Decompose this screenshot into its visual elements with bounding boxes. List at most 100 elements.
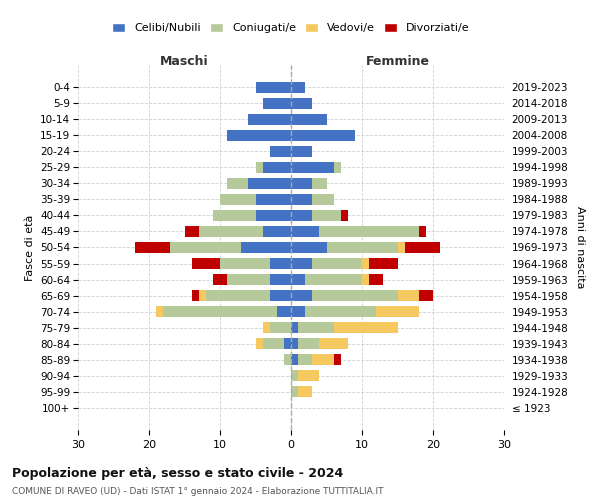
Bar: [248, 114, 291, 125]
Text: Maschi: Maschi: [160, 55, 209, 68]
Bar: [270, 258, 291, 270]
Bar: [227, 274, 291, 285]
Text: Femmine: Femmine: [365, 55, 430, 68]
Bar: [291, 386, 313, 398]
Bar: [291, 306, 305, 318]
Bar: [263, 226, 291, 237]
Bar: [291, 290, 313, 302]
Bar: [291, 226, 419, 237]
Bar: [291, 322, 398, 334]
Bar: [291, 290, 398, 302]
Bar: [220, 194, 291, 205]
Bar: [284, 354, 291, 366]
Bar: [291, 226, 319, 237]
Bar: [163, 306, 291, 318]
Bar: [291, 194, 313, 205]
Bar: [227, 130, 291, 141]
Bar: [220, 258, 291, 270]
Bar: [227, 274, 291, 285]
Text: COMUNE DI RAVEO (UD) - Dati ISTAT 1° gennaio 2024 - Elaborazione TUTTITALIA.IT: COMUNE DI RAVEO (UD) - Dati ISTAT 1° gen…: [12, 488, 383, 496]
Bar: [291, 386, 313, 398]
Bar: [220, 258, 291, 270]
Bar: [270, 146, 291, 157]
Bar: [291, 146, 313, 157]
Bar: [213, 274, 291, 285]
Bar: [256, 210, 291, 221]
Bar: [291, 354, 341, 366]
Bar: [270, 146, 291, 157]
Bar: [248, 114, 291, 125]
Bar: [277, 306, 291, 318]
Bar: [291, 306, 419, 318]
Bar: [291, 98, 313, 109]
Bar: [291, 114, 326, 125]
Bar: [227, 130, 291, 141]
Bar: [284, 354, 291, 366]
Bar: [256, 82, 291, 93]
Bar: [227, 178, 291, 189]
Bar: [263, 98, 291, 109]
Bar: [291, 162, 334, 173]
Bar: [263, 98, 291, 109]
Bar: [291, 274, 305, 285]
Bar: [227, 178, 291, 189]
Bar: [270, 322, 291, 334]
Bar: [291, 258, 313, 270]
Bar: [270, 290, 291, 302]
Bar: [227, 130, 291, 141]
Bar: [270, 146, 291, 157]
Bar: [284, 354, 291, 366]
Bar: [291, 322, 334, 334]
Bar: [256, 162, 291, 173]
Bar: [213, 210, 291, 221]
Y-axis label: Anni di nascita: Anni di nascita: [575, 206, 585, 289]
Bar: [291, 322, 298, 334]
Bar: [263, 322, 291, 334]
Y-axis label: Fasce di età: Fasce di età: [25, 214, 35, 280]
Bar: [291, 130, 355, 141]
Bar: [256, 162, 291, 173]
Bar: [291, 338, 319, 349]
Bar: [291, 274, 383, 285]
Bar: [291, 178, 326, 189]
Bar: [291, 194, 334, 205]
Bar: [284, 338, 291, 349]
Bar: [291, 146, 313, 157]
Bar: [291, 370, 319, 382]
Bar: [291, 82, 305, 93]
Bar: [291, 114, 326, 125]
Bar: [256, 338, 291, 349]
Bar: [185, 226, 291, 237]
Bar: [256, 82, 291, 93]
Bar: [291, 258, 398, 270]
Bar: [248, 114, 291, 125]
Bar: [156, 306, 291, 318]
Bar: [263, 98, 291, 109]
Bar: [206, 290, 291, 302]
Bar: [170, 242, 291, 254]
Bar: [263, 162, 291, 173]
Bar: [291, 274, 369, 285]
Bar: [291, 354, 313, 366]
Bar: [291, 242, 398, 254]
Bar: [291, 242, 404, 254]
Bar: [291, 338, 348, 349]
Bar: [291, 178, 326, 189]
Bar: [291, 290, 419, 302]
Bar: [291, 210, 348, 221]
Bar: [256, 194, 291, 205]
Bar: [199, 226, 291, 237]
Bar: [291, 162, 341, 173]
Bar: [291, 242, 440, 254]
Bar: [291, 178, 326, 189]
Bar: [248, 114, 291, 125]
Bar: [248, 178, 291, 189]
Bar: [256, 338, 291, 349]
Bar: [227, 130, 291, 141]
Bar: [191, 258, 291, 270]
Bar: [291, 226, 426, 237]
Bar: [291, 322, 398, 334]
Bar: [291, 354, 298, 366]
Bar: [291, 194, 334, 205]
Bar: [170, 242, 291, 254]
